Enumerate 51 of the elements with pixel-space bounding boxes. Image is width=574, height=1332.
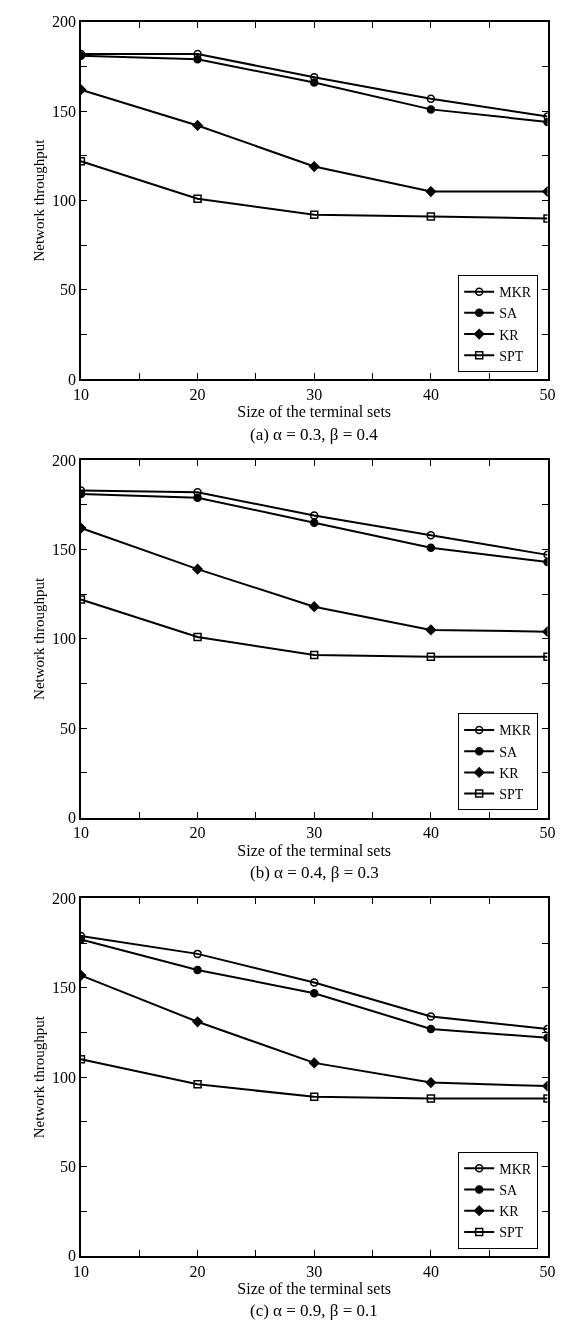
y-tick-label: 200 <box>51 890 76 908</box>
legend-label: KR <box>499 1204 520 1220</box>
legend-label: MKR <box>499 1161 532 1177</box>
x-axis-title: Size of the terminal sets <box>237 403 392 421</box>
x-tick-label: 20 <box>189 1262 206 1280</box>
y-tick-label: 150 <box>51 541 76 559</box>
x-tick-label: 30 <box>306 386 323 404</box>
legend-label: SPT <box>499 1225 524 1241</box>
legend-label: KR <box>499 765 520 781</box>
text: (a) α = 0.3, β = 0.4 <box>250 425 379 444</box>
y-tick-label: 150 <box>51 979 76 997</box>
x-tick-label: 10 <box>72 824 89 842</box>
y-tick-label: 100 <box>51 630 76 648</box>
y-tick-label: 0 <box>67 370 76 388</box>
text: (b) α = 0.4, β = 0.3 <box>250 863 379 882</box>
legend-label: MKR <box>499 285 532 301</box>
y-axis-title: Network throughput <box>30 138 47 262</box>
x-tick-label: 50 <box>539 1262 556 1280</box>
y-tick-label: 50 <box>59 1158 76 1176</box>
x-tick-label: 10 <box>72 1262 89 1280</box>
y-tick-label: 0 <box>67 1247 76 1265</box>
x-tick-label: 40 <box>422 386 439 404</box>
legend-label: SA <box>499 1182 518 1198</box>
x-tick-label: 20 <box>189 386 206 404</box>
legend-label: SPT <box>499 348 524 364</box>
y-tick-label: 100 <box>51 192 76 210</box>
legend-label: KR <box>499 327 520 343</box>
x-tick-label: 30 <box>306 1262 323 1280</box>
x-tick-label: 10 <box>72 386 89 404</box>
legend-label: SPT <box>499 787 524 803</box>
y-axis-title: Network throughput <box>30 576 47 700</box>
x-tick-label: 20 <box>189 824 206 842</box>
x-axis-title: Size of the terminal sets <box>237 841 392 859</box>
x-tick-label: 30 <box>306 824 323 842</box>
y-tick-label: 0 <box>67 809 76 827</box>
x-tick-label: 50 <box>539 386 556 404</box>
x-axis-title: Size of the terminal sets <box>237 1280 392 1298</box>
y-tick-label: 50 <box>59 281 76 299</box>
y-tick-label: 50 <box>59 719 76 737</box>
y-tick-label: 200 <box>51 13 76 31</box>
y-axis-title: Network throughput <box>30 1015 47 1139</box>
legend-label: SA <box>499 744 518 760</box>
x-tick-label: 40 <box>422 1262 439 1280</box>
legend-label: SA <box>499 306 518 322</box>
text: (c) α = 0.9, β = 0.1 <box>250 1301 378 1320</box>
y-tick-label: 100 <box>51 1068 76 1086</box>
x-tick-label: 50 <box>539 824 556 842</box>
x-tick-label: 40 <box>422 824 439 842</box>
legend-label: MKR <box>499 723 532 739</box>
y-tick-label: 200 <box>51 451 76 469</box>
y-tick-label: 150 <box>51 102 76 120</box>
